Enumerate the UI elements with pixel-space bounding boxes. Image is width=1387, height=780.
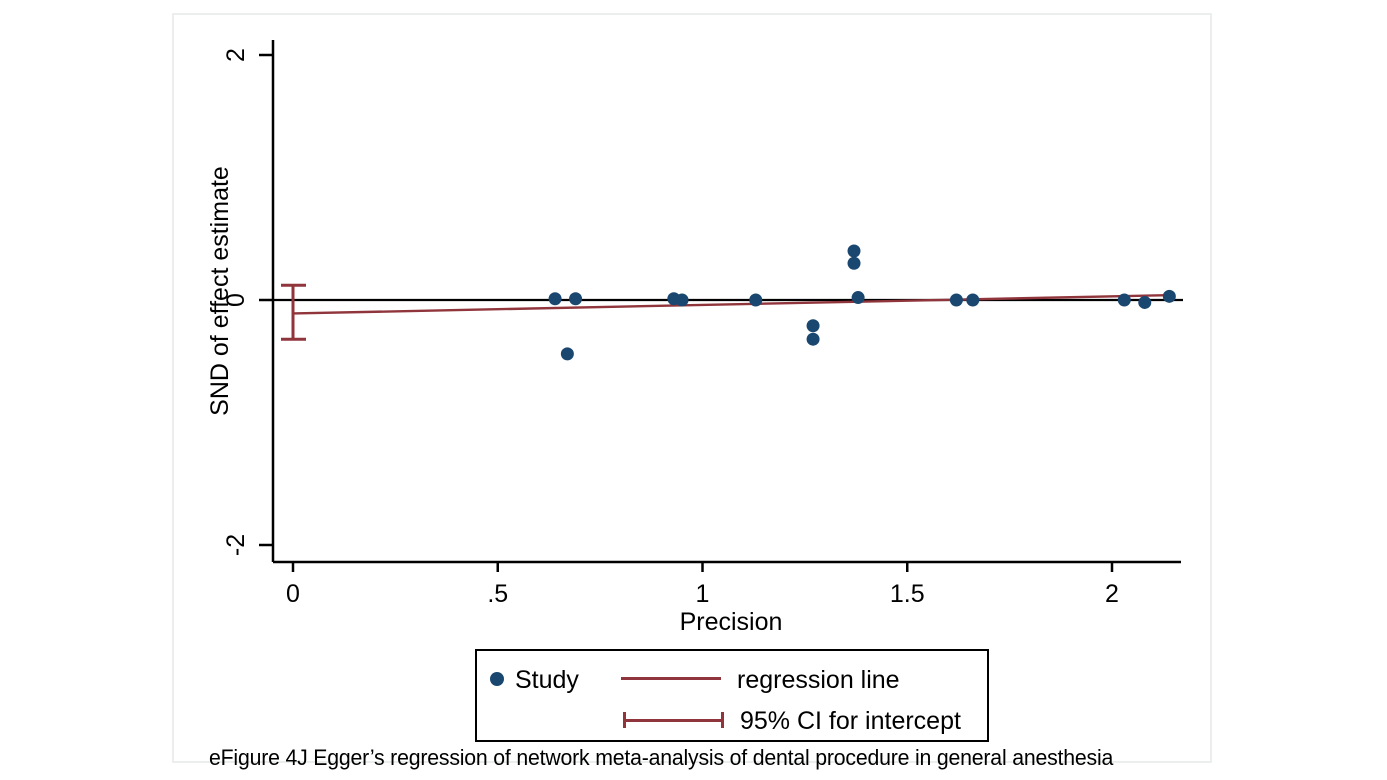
- study-data-point: [548, 292, 562, 306]
- study-data-point: [966, 293, 980, 307]
- y-tick-label: -2: [222, 534, 250, 556]
- study-data-point: [560, 347, 574, 361]
- figure-panel: [172, 13, 1212, 763]
- x-tick-label: 2: [1105, 580, 1119, 608]
- study-data-point: [749, 293, 763, 307]
- regression-line: [292, 293, 1174, 315]
- study-data-point: [1162, 289, 1176, 303]
- x-tick-label: .5: [487, 580, 508, 608]
- study-data-point: [1138, 295, 1152, 309]
- chart-legend: Study regression line 95% CI for interce…: [475, 649, 989, 742]
- legend-label-ci: 95% CI for intercept: [740, 707, 961, 735]
- ci-bar: [623, 718, 724, 722]
- figure-caption: eFigure 4J Egger’s regression of network…: [209, 745, 1114, 770]
- x-tick-label: 1.5: [890, 580, 925, 608]
- study-data-point: [1117, 293, 1131, 307]
- ci-right-cap: [721, 712, 724, 728]
- study-data-point: [847, 256, 861, 270]
- study-data-point: [675, 293, 689, 307]
- study-marker-icon: [490, 672, 504, 686]
- ci-whisker-icon: [623, 712, 724, 728]
- y-tick-label: 0: [222, 293, 250, 307]
- y-axis-title: SND of effect estimate: [206, 166, 234, 416]
- study-data-point: [949, 293, 963, 307]
- regression-line-icon: [621, 677, 721, 680]
- x-tick-label: 0: [286, 580, 300, 608]
- study-data-point: [847, 244, 861, 258]
- study-data-point: [806, 332, 820, 346]
- x-axis-title: Precision: [680, 608, 783, 636]
- study-data-point: [851, 291, 865, 305]
- x-tick-label: 1: [696, 580, 710, 608]
- legend-label-study: Study: [515, 666, 579, 694]
- y-tick-label: 2: [222, 48, 250, 62]
- study-data-point: [569, 292, 583, 306]
- legend-label-regression-line: regression line: [737, 666, 900, 694]
- study-data-point: [806, 319, 820, 333]
